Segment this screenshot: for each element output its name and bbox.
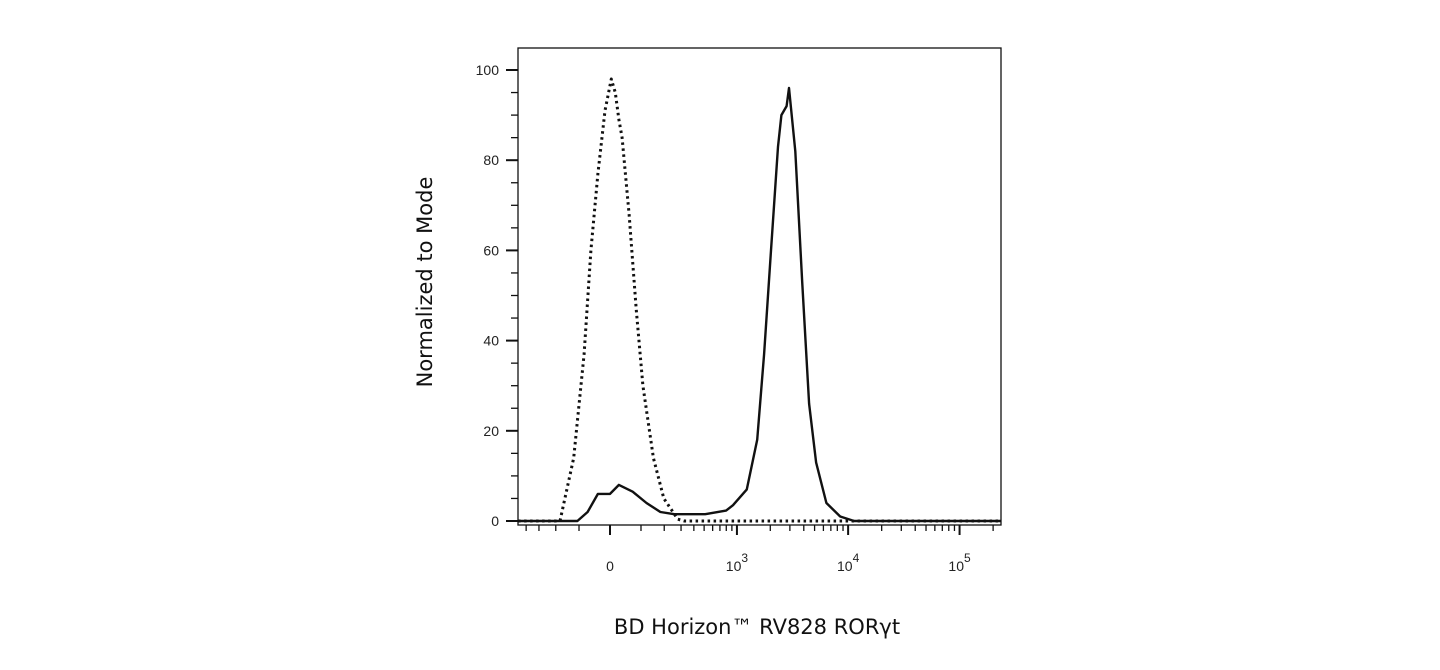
y-axis: 0 20 40 60 80 100 (476, 62, 518, 529)
stained-sample-histogram (518, 86, 1001, 523)
x-tick-label: 103 (726, 551, 749, 574)
x-tick-base: 10 (837, 558, 853, 574)
x-tick-label: 0 (606, 558, 614, 574)
series-group (518, 77, 1001, 523)
x-tick-exponent: 3 (741, 551, 748, 565)
x-tick-base: 10 (726, 558, 742, 574)
y-axis-title: Normalized to Mode (413, 177, 437, 388)
x-axis-title: BD Horizon™ RV828 RORγt (614, 615, 900, 639)
y-tick-label: 100 (476, 62, 500, 78)
x-tick-label: 105 (948, 551, 971, 574)
plot-frame (517, 47, 1002, 526)
x-tick-label: 104 (837, 551, 860, 574)
y-tick-label: 20 (483, 423, 499, 439)
x-axis: 0 103 104 105 (525, 525, 994, 574)
x-tick-exponent: 4 (853, 551, 860, 565)
y-tick-label: 40 (483, 333, 499, 349)
y-tick-label: 60 (483, 242, 499, 258)
y-tick-label: 0 (491, 513, 499, 529)
y-tick-label: 80 (483, 152, 499, 168)
x-tick-exponent: 5 (964, 551, 971, 565)
x-tick-base: 0 (606, 558, 614, 574)
x-tick-base: 10 (948, 558, 964, 574)
isotype-control-histogram (518, 77, 1001, 523)
